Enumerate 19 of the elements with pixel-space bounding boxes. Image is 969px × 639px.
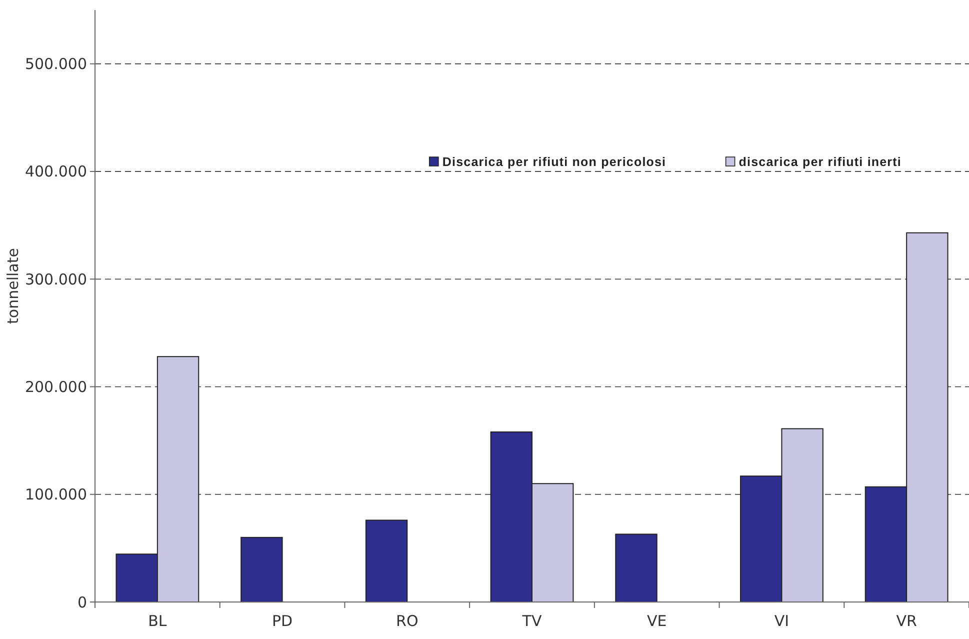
x-tick-label: RO [396,612,418,630]
x-tick-label: VE [646,612,667,630]
y-tick-label: 400.000 [24,162,87,181]
y-tick-label: 100.000 [24,486,87,504]
x-tick-label: PD [272,612,293,630]
x-tick-label: VR [896,612,917,630]
x-tick-label: BL [148,612,168,630]
x-tick-label: VI [774,612,790,630]
y-tick-label: 0 [77,593,87,612]
y-tick-label: 200.000 [24,378,87,396]
legend-label: Discarica per rifiuti non pericolosi [442,155,666,169]
legend-label: discarica per rifiuti inerti [738,155,902,169]
x-tick-label: TV [521,612,542,630]
bar [240,536,283,602]
bar [365,520,408,602]
bar [615,534,658,602]
y-tick-label: 500.000 [24,55,87,74]
y-tick-label: 300.000 [24,270,87,288]
y-axis-title: tonnellate [4,248,22,324]
